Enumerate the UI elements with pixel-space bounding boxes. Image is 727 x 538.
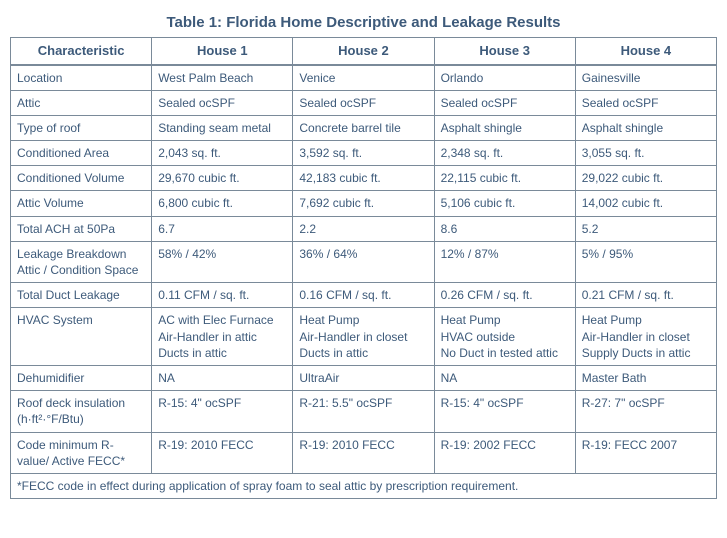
- table-cell: Heat PumpAir-Handler in closetSupply Duc…: [575, 308, 716, 366]
- data-table: Characteristic House 1 House 2 House 3 H…: [10, 37, 717, 499]
- table-cell: R-19: 2002 FECC: [434, 432, 575, 473]
- table-cell: Sealed ocSPF: [152, 90, 293, 115]
- table-cell: NA: [434, 365, 575, 390]
- table-cell: Standing seam metal: [152, 115, 293, 140]
- row-label: Conditioned Area: [11, 141, 152, 166]
- table-row: Conditioned Volume29,670 cubic ft.42,183…: [11, 166, 717, 191]
- row-label: Roof deck insulation(h·ft²·°F/Btu): [11, 391, 152, 432]
- row-label: Dehumidifier: [11, 365, 152, 390]
- col-header-house2: House 2: [293, 38, 434, 65]
- table-cell: R-21: 5.5" ocSPF: [293, 391, 434, 432]
- table-cell: Venice: [293, 65, 434, 91]
- table-cell: Asphalt shingle: [434, 115, 575, 140]
- row-label: Type of roof: [11, 115, 152, 140]
- table-row: HVAC SystemAC with Elec FurnaceAir-Handl…: [11, 308, 717, 366]
- table-cell: 29,022 cubic ft.: [575, 166, 716, 191]
- table-cell: Sealed ocSPF: [293, 90, 434, 115]
- row-label: Conditioned Volume: [11, 166, 152, 191]
- table-cell: 2,348 sq. ft.: [434, 141, 575, 166]
- table-cell: R-27: 7" ocSPF: [575, 391, 716, 432]
- table-cell: 6.7: [152, 216, 293, 241]
- row-label: Attic Volume: [11, 191, 152, 216]
- table-cell: Heat PumpAir-Handler in closetDucts in a…: [293, 308, 434, 366]
- col-header-house4: House 4: [575, 38, 716, 65]
- table-cell: 5% / 95%: [575, 241, 716, 282]
- table-row: AtticSealed ocSPFSealed ocSPFSealed ocSP…: [11, 90, 717, 115]
- table-cell: Heat PumpHVAC outsideNo Duct in tested a…: [434, 308, 575, 366]
- table-footnote-row: *FECC code in effect during application …: [11, 473, 717, 498]
- table-cell: 12% / 87%: [434, 241, 575, 282]
- table-cell: AC with Elec FurnaceAir-Handler in attic…: [152, 308, 293, 366]
- table-cell: 2.2: [293, 216, 434, 241]
- row-label: Total ACH at 50Pa: [11, 216, 152, 241]
- row-label: Leakage BreakdownAttic / Condition Space: [11, 241, 152, 282]
- table-header-row: Characteristic House 1 House 2 House 3 H…: [11, 38, 717, 65]
- table-row: Type of roofStanding seam metalConcrete …: [11, 115, 717, 140]
- table-cell: 42,183 cubic ft.: [293, 166, 434, 191]
- table-cell: 3,055 sq. ft.: [575, 141, 716, 166]
- table-row: Conditioned Area2,043 sq. ft.3,592 sq. f…: [11, 141, 717, 166]
- table-cell: 5.2: [575, 216, 716, 241]
- table-cell: R-15: 4" ocSPF: [152, 391, 293, 432]
- row-label: HVAC System: [11, 308, 152, 366]
- row-label: Code minimum R-value/ Active FECC*: [11, 432, 152, 473]
- table-cell: NA: [152, 365, 293, 390]
- table-cell: R-19: FECC 2007: [575, 432, 716, 473]
- table-cell: R-19: 2010 FECC: [152, 432, 293, 473]
- table-cell: R-15: 4" ocSPF: [434, 391, 575, 432]
- table-cell: 36% / 64%: [293, 241, 434, 282]
- table-cell: R-19: 2010 FECC: [293, 432, 434, 473]
- table-row: Roof deck insulation(h·ft²·°F/Btu)R-15: …: [11, 391, 717, 432]
- table-cell: West Palm Beach: [152, 65, 293, 91]
- table-cell: Asphalt shingle: [575, 115, 716, 140]
- table-row: Leakage BreakdownAttic / Condition Space…: [11, 241, 717, 282]
- table-cell: 58% / 42%: [152, 241, 293, 282]
- table-cell: 0.26 CFM / sq. ft.: [434, 283, 575, 308]
- col-header-house1: House 1: [152, 38, 293, 65]
- table-cell: 22,115 cubic ft.: [434, 166, 575, 191]
- row-label: Attic: [11, 90, 152, 115]
- table-body: LocationWest Palm BeachVeniceOrlandoGain…: [11, 65, 717, 474]
- table-cell: Sealed ocSPF: [434, 90, 575, 115]
- table-row: LocationWest Palm BeachVeniceOrlandoGain…: [11, 65, 717, 91]
- table-cell: 0.21 CFM / sq. ft.: [575, 283, 716, 308]
- table-cell: 5,106 cubic ft.: [434, 191, 575, 216]
- table-cell: 14,002 cubic ft.: [575, 191, 716, 216]
- table-cell: Sealed ocSPF: [575, 90, 716, 115]
- table-row: Total Duct Leakage0.11 CFM / sq. ft.0.16…: [11, 283, 717, 308]
- table-cell: 29,670 cubic ft.: [152, 166, 293, 191]
- table-cell: 0.16 CFM / sq. ft.: [293, 283, 434, 308]
- table-cell: Master Bath: [575, 365, 716, 390]
- table-footnote: *FECC code in effect during application …: [11, 473, 717, 498]
- table-cell: 8.6: [434, 216, 575, 241]
- table-cell: 2,043 sq. ft.: [152, 141, 293, 166]
- table-cell: 6,800 cubic ft.: [152, 191, 293, 216]
- table-cell: Concrete barrel tile: [293, 115, 434, 140]
- table-cell: 7,692 cubic ft.: [293, 191, 434, 216]
- col-header-characteristic: Characteristic: [11, 38, 152, 65]
- col-header-house3: House 3: [434, 38, 575, 65]
- table-row: Attic Volume6,800 cubic ft.7,692 cubic f…: [11, 191, 717, 216]
- table-cell: UltraAir: [293, 365, 434, 390]
- table-row: Code minimum R-value/ Active FECC*R-19: …: [11, 432, 717, 473]
- table-cell: Orlando: [434, 65, 575, 91]
- table-cell: 3,592 sq. ft.: [293, 141, 434, 166]
- table-row: DehumidifierNAUltraAirNAMaster Bath: [11, 365, 717, 390]
- table-cell: 0.11 CFM / sq. ft.: [152, 283, 293, 308]
- table-cell: Gainesville: [575, 65, 716, 91]
- table-title: Table 1: Florida Home Descriptive and Le…: [10, 14, 717, 31]
- row-label: Location: [11, 65, 152, 91]
- table-row: Total ACH at 50Pa6.72.28.65.2: [11, 216, 717, 241]
- row-label: Total Duct Leakage: [11, 283, 152, 308]
